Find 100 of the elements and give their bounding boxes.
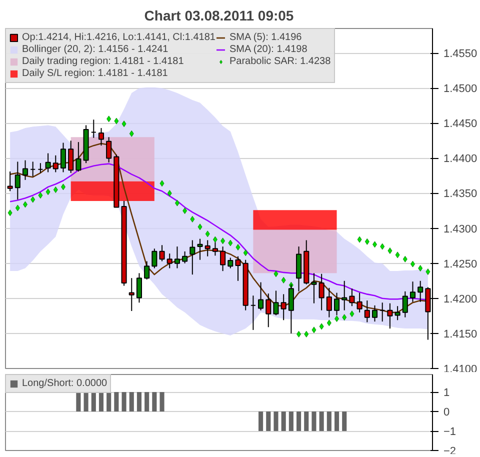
y-tick-label: −1: [444, 426, 456, 438]
point: [296, 330, 302, 338]
point: [129, 130, 134, 137]
candlestick: [326, 287, 332, 318]
candlestick: [228, 257, 234, 269]
point: [46, 188, 50, 196]
point: [326, 320, 332, 326]
point: [357, 236, 362, 243]
point: [23, 201, 28, 208]
candlestick: [266, 292, 272, 328]
point: [182, 208, 188, 214]
candlestick: [190, 240, 196, 276]
candlestick: [45, 152, 51, 173]
y-tick-label: 1.4550: [444, 48, 478, 60]
candlestick: [52, 154, 58, 173]
point: [212, 236, 218, 243]
y-tick-label: 1.4150: [444, 328, 478, 340]
candlestick: [220, 246, 226, 272]
point: [426, 268, 430, 276]
candlestick: [128, 278, 134, 312]
candlestick: [7, 171, 13, 192]
candlestick: [182, 250, 188, 264]
legend-label: SMA (20): 1.4198: [229, 44, 308, 55]
point: [205, 230, 210, 238]
point: [114, 118, 119, 124]
candlestick: [68, 140, 74, 174]
point: [106, 116, 112, 122]
y-tick-label: 1.4250: [444, 258, 478, 270]
candlestick: [76, 142, 82, 172]
point: [380, 243, 385, 250]
point: [38, 192, 43, 199]
candlestick: [356, 292, 362, 313]
y-tick-label: 1.4200: [444, 293, 478, 306]
candlestick: [311, 272, 317, 304]
point: [198, 224, 202, 230]
point: [364, 238, 370, 245]
y-tick-label: 1: [444, 387, 450, 400]
candlestick: [159, 244, 165, 262]
point: [160, 180, 164, 187]
point: [350, 310, 354, 318]
legend-label: Op:1.4214, Hi:1.4216, Lo:1.4141, Cl:1.4181: [22, 32, 216, 43]
y-tick-label: 1.4300: [444, 223, 478, 236]
point: [190, 216, 195, 222]
y-tick-label: 1.4350: [444, 188, 478, 200]
candlestick: [280, 294, 286, 321]
legend-label: Parabolic SAR: 1.4238: [229, 56, 331, 67]
candlestick: [394, 306, 400, 321]
y-tick-label: 1.4500: [444, 83, 478, 96]
candlestick: [342, 280, 348, 311]
point: [122, 120, 126, 128]
point: [372, 241, 378, 248]
candlestick: [418, 280, 424, 302]
candlestick: [387, 302, 393, 330]
point: [274, 270, 278, 278]
candlestick: [250, 295, 256, 330]
point: [312, 326, 316, 334]
candlestick: [98, 128, 104, 146]
candlestick: [136, 272, 142, 304]
candlestick: [349, 288, 355, 307]
point: [410, 260, 415, 268]
candlestick: [273, 290, 279, 316]
candlestick: [258, 282, 264, 311]
candlestick: [402, 290, 408, 318]
candlestick: [106, 136, 112, 163]
chart-title: Chart 03.08.2011 09:05: [144, 8, 294, 24]
point: [220, 238, 226, 244]
candlestick: [296, 246, 302, 292]
y-tick-label: 1.4450: [444, 118, 478, 130]
candlestick: [318, 273, 324, 311]
candlestick: [90, 119, 96, 138]
point: [304, 330, 309, 338]
candlestick: [60, 142, 66, 173]
candlestick: [372, 304, 378, 322]
point: [167, 190, 172, 196]
point: [334, 315, 340, 322]
legend-label: Long/Short: 0.0000: [22, 378, 108, 389]
point: [402, 256, 408, 262]
candlestick: [235, 256, 241, 282]
point: [15, 204, 20, 212]
candlestick: [174, 246, 180, 269]
candlestick: [364, 300, 370, 323]
candlestick: [166, 253, 172, 269]
point: [174, 200, 180, 206]
point: [418, 265, 423, 272]
point: [53, 186, 58, 193]
point: [30, 196, 36, 203]
point: [342, 314, 347, 321]
candlestick: [22, 160, 28, 180]
candlestick: [197, 238, 203, 260]
point: [236, 244, 240, 250]
point: [243, 250, 248, 256]
legend-label: Daily trading region: 1.4181 - 1.4181: [22, 56, 184, 67]
point: [319, 323, 324, 330]
point: [281, 276, 286, 284]
point: [388, 247, 392, 254]
candlestick: [380, 302, 386, 322]
point: [395, 252, 400, 258]
candlestick: [410, 281, 416, 302]
candlestick: [38, 162, 44, 174]
candlestick: [204, 240, 210, 257]
